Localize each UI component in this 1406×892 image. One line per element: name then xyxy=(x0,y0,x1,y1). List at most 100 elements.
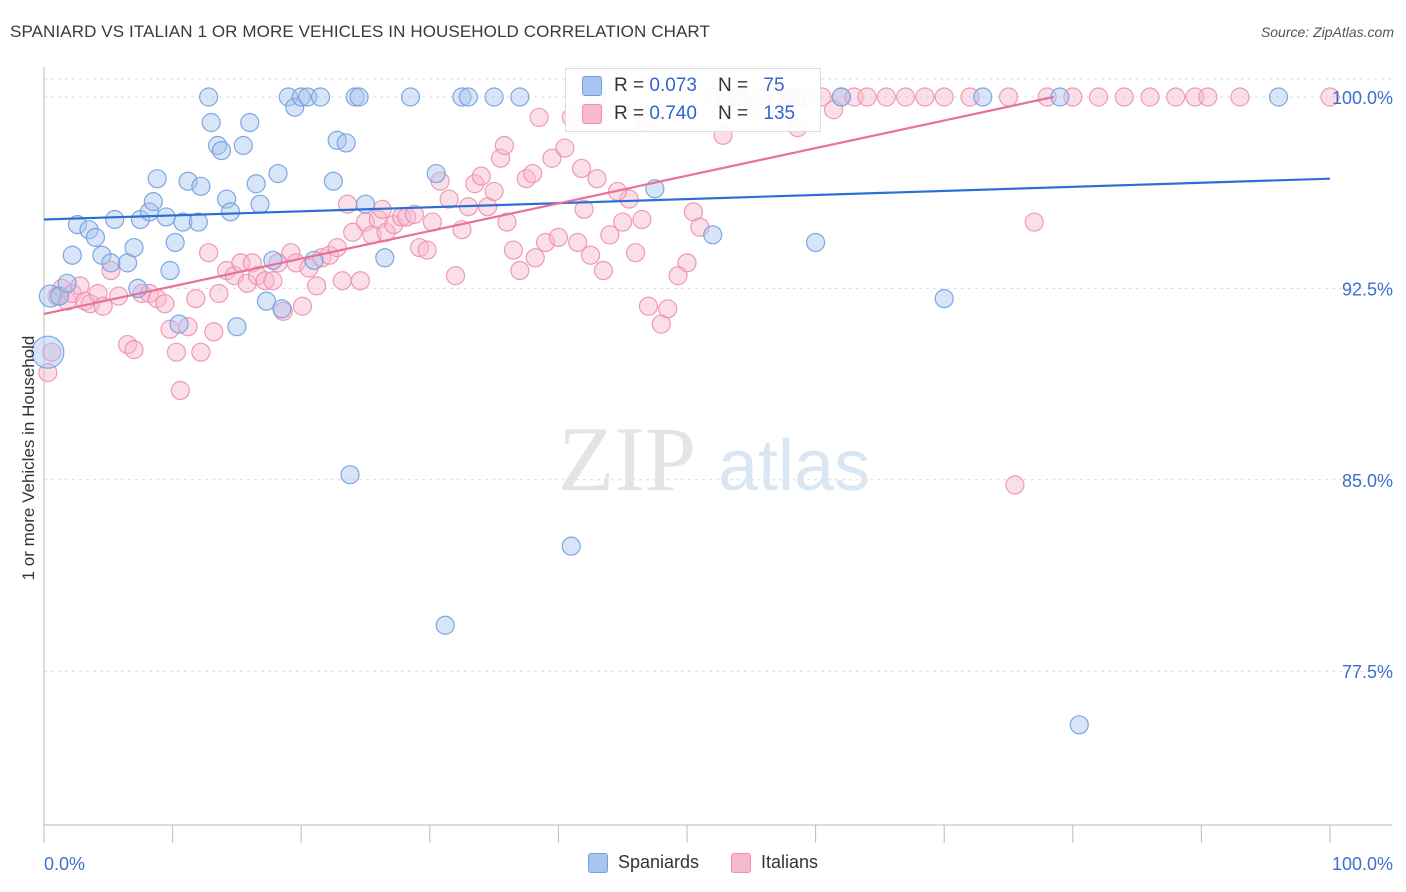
spaniards-point xyxy=(208,135,228,156)
italians-point xyxy=(209,283,229,304)
italians-point xyxy=(1114,87,1134,107)
spaniards-point xyxy=(375,248,395,268)
chart-title: SPANIARD VS ITALIAN 1 OR MORE VEHICLES I… xyxy=(10,22,710,41)
spaniards-point xyxy=(160,260,180,281)
italians-point xyxy=(600,225,620,245)
spaniards-point xyxy=(340,465,360,485)
spaniards-point xyxy=(831,87,851,107)
spaniards-point xyxy=(1069,715,1089,735)
spaniards-point xyxy=(336,133,356,153)
legend-swatch-spaniards xyxy=(587,852,608,873)
italians-point xyxy=(155,294,175,314)
italians-point xyxy=(638,296,659,316)
legend-item-italians[interactable]: Italians xyxy=(731,852,818,873)
italians-point xyxy=(170,380,190,401)
italians-point xyxy=(613,212,633,232)
italians-point xyxy=(307,276,327,296)
spaniards-point xyxy=(268,163,288,184)
spaniards-point xyxy=(217,189,237,209)
gridlines xyxy=(44,78,1392,672)
spaniards-point xyxy=(57,273,77,293)
italians-swatch xyxy=(582,104,602,124)
spaniards-point xyxy=(124,237,144,258)
spaniards-point xyxy=(246,174,266,194)
y-tick-label: 85.0% xyxy=(1342,471,1393,491)
spaniards-point xyxy=(703,225,723,245)
italians-point xyxy=(343,222,363,242)
spaniards-point xyxy=(147,169,167,189)
spaniards-point xyxy=(156,207,176,227)
spaniards-point xyxy=(435,615,455,635)
y-tick-label: 100.0% xyxy=(1332,88,1393,108)
legend-item-spaniards[interactable]: Spaniards xyxy=(587,852,699,873)
y-tick-label: 77.5% xyxy=(1342,662,1393,682)
italians-point xyxy=(548,227,569,247)
y-axis-label: 1 or more Vehicles in Household xyxy=(19,336,38,581)
italians-point xyxy=(568,232,588,253)
italians-point xyxy=(1024,212,1044,232)
spaniards-trend-line xyxy=(43,177,1331,221)
r-value-italians: 0.740 xyxy=(649,103,697,124)
italians-point xyxy=(484,181,504,202)
spaniards-point xyxy=(1050,87,1070,107)
italians-point xyxy=(658,299,678,319)
italians-point xyxy=(571,158,592,179)
spaniards-swatch xyxy=(582,76,602,96)
source-label: Source: ZipAtlas.com xyxy=(1260,24,1394,40)
spaniards-point xyxy=(188,212,208,232)
spaniards-point xyxy=(165,232,185,253)
x-tick-label: 100.0% xyxy=(1332,854,1393,874)
spaniards-point xyxy=(323,171,343,191)
spaniards-point xyxy=(199,87,219,107)
italians-point xyxy=(439,189,459,209)
italians-point xyxy=(535,232,556,253)
italians-point xyxy=(529,107,549,128)
spaniards-point xyxy=(250,194,270,214)
italians-point xyxy=(327,237,347,258)
watermark-zip: ZIP xyxy=(558,408,696,510)
italians-point xyxy=(523,163,543,184)
r-label: R = xyxy=(614,75,650,96)
r-label: R = xyxy=(614,103,650,124)
italians-point xyxy=(471,166,491,186)
italians-point xyxy=(915,87,935,107)
italians-point xyxy=(124,340,144,360)
italians-point xyxy=(117,334,138,355)
x-tick-label: 0.0% xyxy=(44,854,85,874)
n-label: N = xyxy=(718,103,754,124)
italians-point xyxy=(263,271,283,291)
italians-point xyxy=(625,243,646,263)
italians-point xyxy=(417,240,437,260)
italians-point xyxy=(409,237,430,258)
spaniards-point xyxy=(400,87,421,107)
italians-point xyxy=(593,260,614,281)
spaniards-point xyxy=(178,171,198,191)
n-value-spaniards: 75 xyxy=(763,75,785,96)
spaniards-point xyxy=(973,87,993,107)
italians-point xyxy=(896,87,916,107)
italians-point xyxy=(857,87,877,107)
italians-point xyxy=(1140,87,1160,107)
italians-point xyxy=(542,148,562,168)
italians-point xyxy=(292,296,313,316)
spaniards-point xyxy=(105,209,125,230)
italians-point xyxy=(204,322,224,342)
italians-point xyxy=(1230,87,1250,107)
italians-point xyxy=(42,342,62,362)
spaniards-point xyxy=(85,227,106,247)
spaniards-point xyxy=(484,87,504,107)
r-value-spaniards: 0.073 xyxy=(649,75,697,96)
italians-point xyxy=(1088,87,1109,107)
italians-point xyxy=(404,204,424,224)
italians-point xyxy=(445,266,466,286)
n-value-italians: 135 xyxy=(763,103,796,124)
spaniards-point xyxy=(310,87,331,107)
italians-point xyxy=(619,189,639,209)
italians-point xyxy=(497,212,517,232)
spaniards-point xyxy=(191,176,211,196)
spaniards-point xyxy=(169,314,189,334)
spaniards-point xyxy=(426,163,446,184)
italians-point xyxy=(876,87,896,107)
spaniards-point xyxy=(220,202,241,222)
